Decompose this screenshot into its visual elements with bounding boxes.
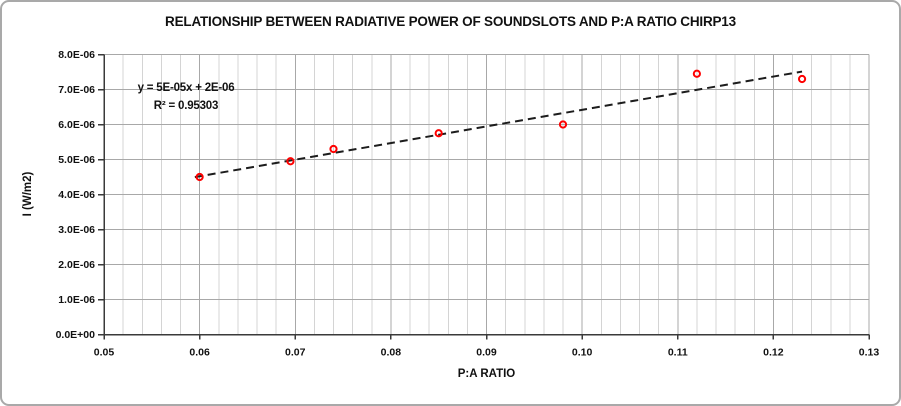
trendline-equation: y = 5E-05x + 2E-06 (137, 82, 235, 94)
x-tick-label: 0.13 (859, 347, 880, 359)
y-tick-label: 8.0E-06 (58, 49, 95, 61)
x-tick-label: 0.08 (381, 347, 402, 359)
data-point-marker (558, 120, 568, 129)
trendline-r-squared: R² = 0.95303 (153, 99, 219, 112)
data-point-marker (797, 74, 807, 84)
y-tick-label: 1.0E-06 (58, 294, 95, 306)
chart-title: RELATIONSHIP BETWEEN RADIATIVE POWER OF … (165, 14, 736, 29)
trendline (194, 70, 803, 179)
x-tick-label: 0.09 (476, 347, 497, 359)
data-point-marker (434, 129, 443, 138)
data-point-marker (692, 69, 701, 78)
y-tick-label: 2.0E-06 (58, 259, 95, 271)
y-tick-label: 6.0E-06 (58, 119, 95, 131)
y-tick-label: 7.0E-06 (58, 84, 95, 96)
x-tick-label: 0.11 (668, 347, 688, 359)
data-point-marker (329, 144, 338, 154)
data-point-marker (286, 157, 295, 166)
y-axis-title: I (W/m2) (22, 171, 34, 217)
y-tick-label: 5.0E-06 (58, 154, 95, 166)
x-axis-title: P:A RATIO (457, 368, 516, 380)
x-tick-label: 0.07 (285, 347, 306, 359)
x-tick-label: 0.05 (94, 347, 115, 359)
x-tick-label: 0.12 (763, 347, 784, 359)
trendline-annotation: y = 5E-05x + 2E-06 R² = 0.95303 (108, 80, 264, 115)
x-tick-label: 0.10 (572, 347, 593, 359)
data-point-marker (195, 172, 204, 182)
x-tick-label: 0.06 (189, 347, 210, 359)
y-tick-label: 0.0E+00 (56, 329, 96, 341)
y-tick-label: 3.0E-06 (58, 224, 95, 236)
y-tick-label: 4.0E-06 (58, 189, 95, 201)
